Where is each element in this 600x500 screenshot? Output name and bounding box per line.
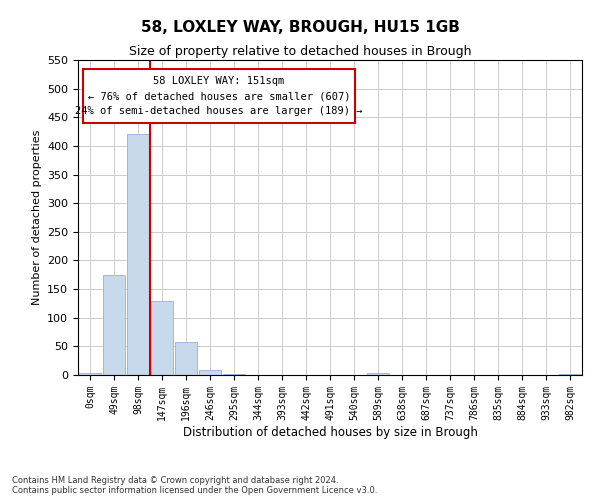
Bar	[367, 374, 389, 375]
Text: Contains HM Land Registry data © Crown copyright and database right 2024.
Contai: Contains HM Land Registry data © Crown c…	[12, 476, 377, 495]
Bar	[199, 370, 221, 375]
Text: 58, LOXLEY WAY, BROUGH, HU15 1GB: 58, LOXLEY WAY, BROUGH, HU15 1GB	[140, 20, 460, 35]
Text: 58 LOXLEY WAY: 151sqm
← 76% of detached houses are smaller (607)
24% of semi-det: 58 LOXLEY WAY: 151sqm ← 76% of detached …	[76, 76, 363, 116]
Y-axis label: Number of detached properties: Number of detached properties	[32, 130, 41, 305]
Bar	[175, 342, 197, 375]
X-axis label: Distribution of detached houses by size in Brough: Distribution of detached houses by size …	[182, 426, 478, 438]
Bar	[79, 372, 101, 375]
Bar	[151, 300, 173, 375]
FancyBboxPatch shape	[83, 70, 355, 123]
Bar	[559, 374, 581, 375]
Bar	[127, 134, 149, 375]
Bar	[223, 374, 245, 375]
Bar	[103, 275, 125, 375]
Text: Size of property relative to detached houses in Brough: Size of property relative to detached ho…	[129, 45, 471, 58]
